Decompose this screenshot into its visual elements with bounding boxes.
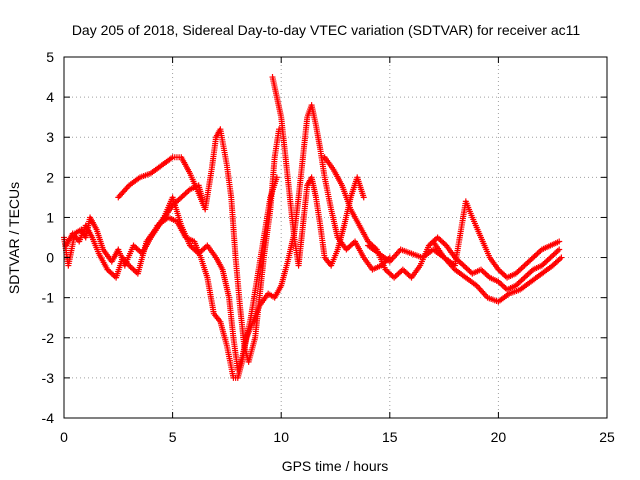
x-axis-label: GPS time / hours xyxy=(282,458,389,474)
data-point xyxy=(276,126,283,133)
data-point xyxy=(558,254,565,261)
chart-title: Day 205 of 2018, Sidereal Day-to-day VTE… xyxy=(72,22,581,38)
series-arc-g xyxy=(365,198,563,281)
y-tick-label: 3 xyxy=(46,129,54,145)
x-tick-label: 15 xyxy=(382,429,398,445)
y-tick-label: 1 xyxy=(46,209,54,225)
x-axis: 0 5 10 15 20 25 xyxy=(60,57,615,445)
data-point xyxy=(556,246,563,253)
series-arc-c xyxy=(115,126,283,365)
y-tick-label: -1 xyxy=(42,290,55,306)
x-tick-label: 0 xyxy=(60,429,68,445)
series-arc-h xyxy=(430,238,565,305)
y-axis: -4 -3 -2 -1 0 1 2 3 4 5 xyxy=(42,49,607,426)
y-tick-label: -3 xyxy=(42,370,55,386)
y-tick-label: 2 xyxy=(46,169,54,185)
series-arc-f xyxy=(321,154,563,293)
y-tick-label: 0 xyxy=(46,250,54,266)
x-tick-label: 25 xyxy=(599,429,615,445)
plot-frame xyxy=(63,56,608,419)
y-axis-label: SDTVAR / TECUs xyxy=(6,182,22,294)
series-arc-e xyxy=(269,74,367,269)
x-tick-label: 20 xyxy=(491,429,507,445)
data-point xyxy=(360,194,367,201)
data-point xyxy=(556,238,563,245)
y-tick-label: -4 xyxy=(42,410,55,426)
y-tick-label: -2 xyxy=(42,330,55,346)
y-tick-label: 5 xyxy=(46,49,54,65)
series-group xyxy=(61,74,565,381)
x-tick-label: 5 xyxy=(169,429,177,445)
y-tick-label: 4 xyxy=(46,89,54,105)
x-tick-label: 10 xyxy=(273,429,289,445)
series-arc-b xyxy=(63,174,280,373)
